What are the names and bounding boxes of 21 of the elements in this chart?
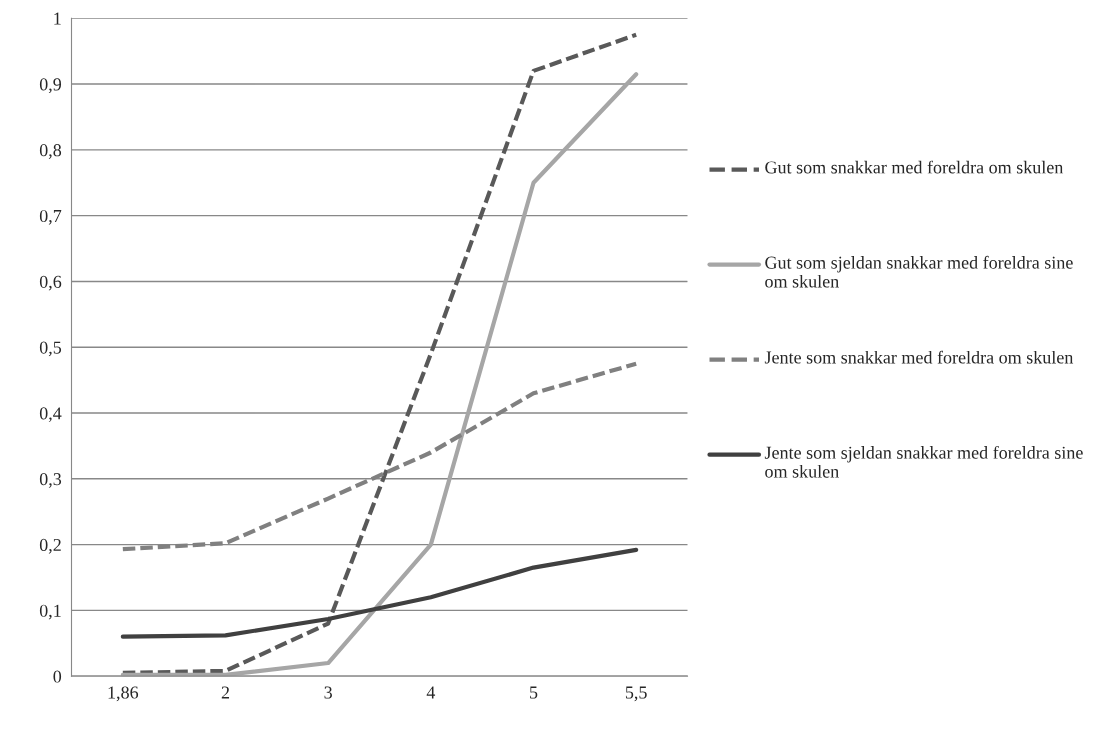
legend-label: Jente som snakkar med foreldra om skulen <box>764 350 1074 364</box>
x-tick-label: 1,86 <box>108 686 139 702</box>
legend-label: Gut som snakkar med foreldra om skulen <box>765 160 1064 174</box>
x-tick-label: 2 <box>221 686 230 699</box>
y-tick-label: 0,5 <box>39 341 62 357</box>
y-tick-label: 0,8 <box>39 144 62 159</box>
y-tick-label: 0,2 <box>39 538 61 554</box>
y-tick-label: 0,4 <box>39 407 62 423</box>
y-tick-label: 0 <box>53 670 62 683</box>
y-tick-label: 0,9 <box>39 78 62 94</box>
y-tick-label: 0,1 <box>39 604 61 620</box>
x-tick-label: 5 <box>530 686 538 699</box>
x-tick-label: 4 <box>426 686 436 699</box>
x-tick-label: 3 <box>324 686 332 699</box>
x-tick-label: 5,5 <box>625 686 647 702</box>
y-tick-label: 0,6 <box>39 275 62 291</box>
y-tick-label: 0,3 <box>39 473 62 488</box>
y-tick-label: 1 <box>54 12 61 25</box>
y-tick-label: 0,7 <box>39 209 62 225</box>
legend-label: Jente som sjeldan snakkar med foreldra sine om skulen <box>764 445 1083 478</box>
legend-label: Gut som sjeldan snakkar med foreldra sine om skulen <box>765 255 1073 288</box>
